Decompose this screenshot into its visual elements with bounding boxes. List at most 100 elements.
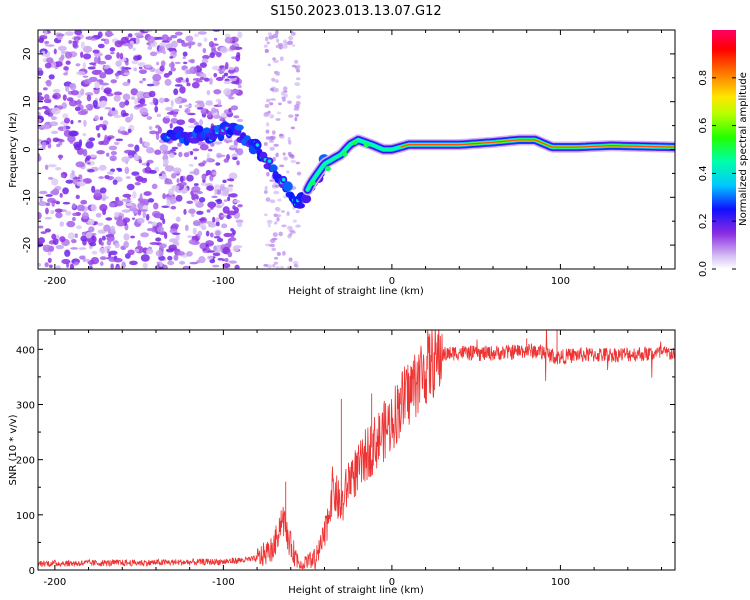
heatmap-speckle (210, 107, 217, 114)
heatmap-speckle (200, 182, 208, 186)
heatmap-speckle (206, 255, 214, 260)
heatmap-speckle (125, 61, 129, 66)
heatmap-speckle (201, 173, 207, 180)
heatmap-speckle (77, 119, 82, 123)
heatmap-speckle (170, 67, 177, 72)
heatmap-speckle (72, 40, 78, 48)
heatmap-speckle (38, 143, 42, 146)
heatmap-speckle (237, 221, 243, 228)
heatmap-ridge-blob (202, 127, 211, 135)
heatmap-speckle (104, 174, 110, 180)
heatmap-speckle (222, 262, 231, 269)
heatmap-speckle (179, 175, 184, 183)
heatmap-speckle (155, 249, 164, 257)
heatmap-speckle (171, 185, 180, 191)
heatmap-speckle (130, 88, 139, 96)
heatmap-speckle-sparse (275, 88, 279, 93)
heatmap-speckle (38, 211, 42, 220)
heatmap-speckle (158, 266, 164, 269)
heatmap-speckle-sparse (265, 243, 271, 247)
heatmap-speckle-sparse (288, 114, 294, 118)
heatmap-speckle (172, 108, 180, 112)
heatmap-speckle (123, 241, 129, 249)
heatmap-speckle (111, 107, 116, 111)
heatmap-speckle (188, 239, 196, 245)
heatmap-speckle (59, 221, 65, 227)
heatmap-speckle-sparse (276, 214, 282, 218)
heatmap-speckle (209, 52, 215, 59)
heatmap-speckle (116, 52, 120, 59)
heatmap-speckle-sparse (272, 232, 278, 237)
heatmap-speckle-sparse (277, 42, 284, 47)
heatmap-speckle-sparse (293, 263, 298, 267)
heatmap-speckle-sparse (276, 251, 282, 256)
heatmap-speckle (89, 62, 97, 65)
heatmap-speckle (235, 219, 244, 224)
heatmap-speckle (221, 202, 225, 206)
heatmap-speckle (52, 88, 61, 93)
heatmap-speckle-sparse (277, 102, 282, 106)
heatmap-speckle (98, 176, 105, 179)
heatmap-speckle (166, 111, 175, 115)
heatmap-speckle (145, 147, 155, 154)
heatmap-speckle (175, 234, 180, 241)
heatmap-speckle (55, 166, 62, 171)
heatmap-speckle-sparse (294, 113, 300, 117)
heatmap-speckle (195, 80, 203, 83)
heatmap-speckle-sparse (282, 44, 288, 49)
heatmap-speckle (206, 185, 215, 191)
heatmap-speckle (106, 152, 110, 157)
heatmap-speckle (47, 143, 52, 149)
heatmap-speckle (121, 156, 130, 163)
heatmap-speckle (99, 116, 104, 121)
heatmap-speckle (134, 181, 141, 186)
heatmap-speckle-sparse (263, 142, 268, 146)
heatmap-speckle (175, 77, 183, 83)
heatmap-speckle (80, 199, 88, 205)
heatmap-speckle (177, 142, 182, 147)
heatmap-speckle (137, 209, 142, 216)
heatmap-speckle (63, 66, 69, 71)
heatmap-speckle (178, 151, 183, 158)
heatmap-speckle (213, 89, 222, 95)
heatmap-speckle (40, 231, 47, 234)
heatmap-speckle (187, 125, 197, 129)
heatmap-speckle (159, 261, 163, 267)
heatmap-speckle (147, 35, 155, 44)
heatmap-speckle (155, 132, 160, 141)
heatmap-speckle (156, 61, 160, 66)
heatmap-speckle (87, 168, 95, 173)
heatmap-speckle (90, 204, 97, 212)
heatmap-speckle (132, 47, 136, 51)
heatmap-speckle (127, 249, 135, 256)
heatmap-speckle-sparse (275, 152, 279, 158)
heatmap-speckle-sparse (268, 140, 275, 143)
heatmap-speckle (163, 264, 168, 269)
heatmap-speckle (86, 94, 92, 102)
heatmap-speckle-sparse (275, 30, 279, 35)
heatmap-speckle (139, 80, 144, 84)
spectrogram-x-tick-label: -100 (212, 276, 235, 287)
heatmap-speckle (228, 186, 233, 192)
heatmap-speckle (62, 187, 69, 195)
heatmap-speckle (215, 230, 221, 237)
heatmap-speckle (81, 211, 89, 220)
heatmap-speckle (64, 249, 71, 257)
snr-x-tick-label: 100 (551, 577, 570, 588)
heatmap-speckle (137, 202, 144, 210)
heatmap-speckle (72, 203, 76, 209)
heatmap-speckle (190, 213, 195, 217)
snr-y-axis-label: SNR (10 * v/v) (8, 414, 19, 485)
heatmap-speckle (71, 239, 77, 244)
heatmap-speckle (121, 198, 130, 202)
heatmap-ridge-core (255, 143, 260, 147)
heatmap-speckle (197, 42, 202, 47)
heatmap-speckle (104, 134, 108, 142)
heatmap-speckle (38, 37, 44, 44)
figure-title: S150.2023.013.13.07.G12 (270, 4, 441, 19)
heatmap-speckle (119, 101, 126, 108)
heatmap-speckle (52, 94, 58, 99)
heatmap-speckle (151, 221, 158, 227)
heatmap-speckle (44, 216, 53, 220)
heatmap-speckle-sparse (271, 247, 275, 251)
